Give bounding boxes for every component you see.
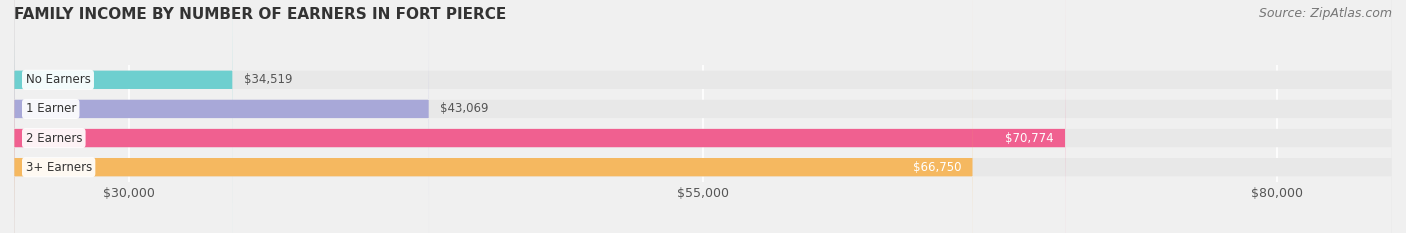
- Text: $66,750: $66,750: [912, 161, 962, 174]
- Text: 1 Earner: 1 Earner: [25, 103, 76, 115]
- FancyBboxPatch shape: [14, 0, 1392, 233]
- Text: $43,069: $43,069: [440, 103, 489, 115]
- Text: 3+ Earners: 3+ Earners: [25, 161, 91, 174]
- FancyBboxPatch shape: [14, 0, 1392, 233]
- FancyBboxPatch shape: [14, 0, 1392, 233]
- Text: Source: ZipAtlas.com: Source: ZipAtlas.com: [1258, 7, 1392, 20]
- FancyBboxPatch shape: [14, 0, 973, 233]
- FancyBboxPatch shape: [14, 0, 1392, 233]
- Text: FAMILY INCOME BY NUMBER OF EARNERS IN FORT PIERCE: FAMILY INCOME BY NUMBER OF EARNERS IN FO…: [14, 7, 506, 22]
- Text: No Earners: No Earners: [25, 73, 90, 86]
- FancyBboxPatch shape: [14, 0, 429, 233]
- Text: $34,519: $34,519: [245, 73, 292, 86]
- Text: $70,774: $70,774: [1005, 132, 1053, 144]
- FancyBboxPatch shape: [14, 0, 1066, 233]
- FancyBboxPatch shape: [14, 0, 232, 233]
- Text: 2 Earners: 2 Earners: [25, 132, 82, 144]
